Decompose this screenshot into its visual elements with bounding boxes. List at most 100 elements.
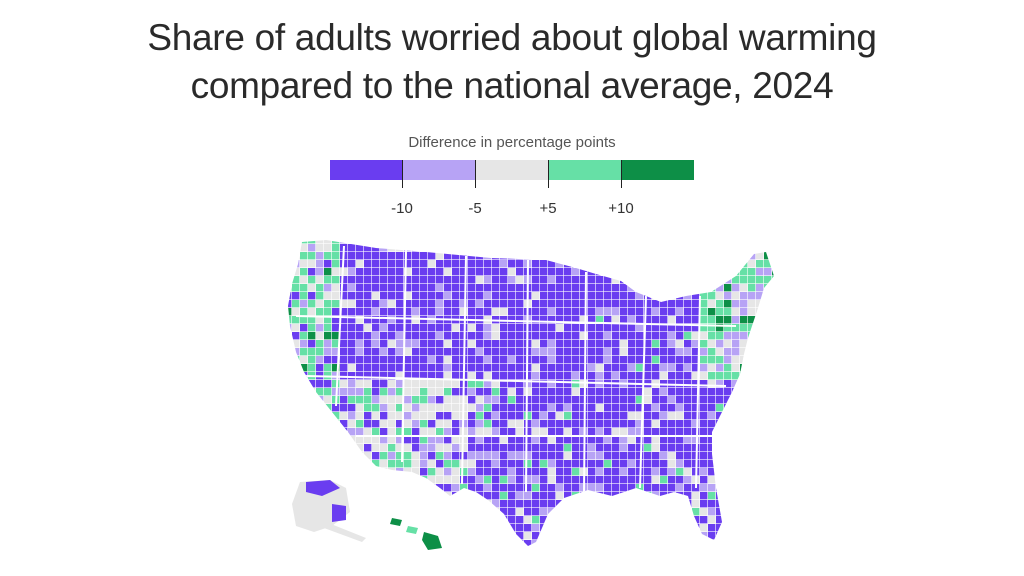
county-cell [724,420,732,428]
county-cell [636,412,644,420]
county-cell [716,444,724,452]
county-cell [332,412,340,420]
county-cell [740,460,748,468]
county-cell [316,420,324,428]
county-cell [380,420,388,428]
county-cell [580,492,588,500]
county-cell [316,268,324,276]
county-cell [460,300,468,308]
county-cell [668,252,676,260]
color-legend [330,160,694,180]
county-cell [636,332,644,340]
county-cell [516,364,524,372]
county-cell [748,508,756,516]
county-cell [420,476,428,484]
county-cell [508,340,516,348]
county-cell [548,380,556,388]
county-cell [492,428,500,436]
county-cell [732,268,740,276]
county-cell [692,388,700,396]
county-cell [572,444,580,452]
county-cell [612,468,620,476]
county-cell [652,284,660,292]
county-cell [308,452,316,460]
county-cell [444,516,452,524]
county-cell [356,492,364,500]
county-cell [716,300,724,308]
county-cell [380,468,388,476]
county-cell [676,412,684,420]
county-cell [492,372,500,380]
county-cell [436,268,444,276]
county-cell [508,404,516,412]
county-cell [660,468,668,476]
county-cell [508,500,516,508]
county-cell [588,300,596,308]
county-cell [308,380,316,388]
county-cell [364,380,372,388]
county-cell [692,516,700,524]
county-cell [508,396,516,404]
county-cell [452,308,460,316]
county-cell [332,268,340,276]
county-cell [636,316,644,324]
county-cell [532,428,540,436]
county-cell [436,300,444,308]
county-cell [500,508,508,516]
county-cell [452,340,460,348]
county-cell [516,260,524,268]
county-cell [660,252,668,260]
county-cell [548,492,556,500]
county-cell [652,372,660,380]
county-cell [324,284,332,292]
county-cell [660,548,667,555]
county-cell [348,412,356,420]
county-cell [444,452,452,460]
county-cell [444,492,452,500]
county-cell [724,276,732,284]
county-cell [596,244,604,252]
county-cell [764,252,772,260]
county-cell [420,516,428,524]
county-cell [764,372,772,380]
county-cell [540,444,548,452]
county-cell [436,252,444,260]
county-cell [716,508,724,516]
county-cell [652,532,660,540]
county-cell [468,412,476,420]
county-cell [580,540,588,546]
county-cell [404,404,412,412]
county-cell [316,252,324,260]
county-cell [380,240,388,244]
county-cell [668,532,676,540]
county-cell [740,308,748,316]
county-cell [660,460,668,468]
county-cell [580,388,588,396]
county-cell [604,444,612,452]
county-cell [724,324,732,332]
county-cell [428,412,436,420]
county-cell [668,476,676,484]
county-cell [484,460,492,468]
county-cell [532,324,540,332]
county-cell [460,284,468,292]
county-cell [516,500,524,508]
county-cell [468,500,476,508]
county-cell [604,436,612,444]
county-cell [548,276,556,284]
county-cell [388,316,396,324]
county-cell [716,436,724,444]
county-cell [708,364,716,372]
county-cell [308,468,316,476]
county-cell [580,508,588,516]
county-cell [348,540,356,546]
county-cell [468,388,476,396]
county-cell [708,404,716,412]
county-cell [684,340,692,348]
county-cell [372,332,380,340]
county-cell [612,476,620,484]
county-cell [356,428,364,436]
county-cell [604,356,612,364]
county-cell [756,540,764,546]
county-cell [604,540,612,546]
